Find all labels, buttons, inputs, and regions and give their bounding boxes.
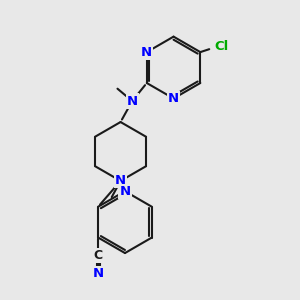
- Text: N: N: [93, 267, 104, 280]
- Text: Cl: Cl: [215, 40, 229, 53]
- Text: N: N: [168, 92, 179, 105]
- Text: N: N: [127, 94, 138, 107]
- Text: N: N: [141, 46, 152, 59]
- Text: N: N: [119, 185, 130, 198]
- Text: C: C: [94, 249, 103, 262]
- Text: N: N: [115, 174, 126, 188]
